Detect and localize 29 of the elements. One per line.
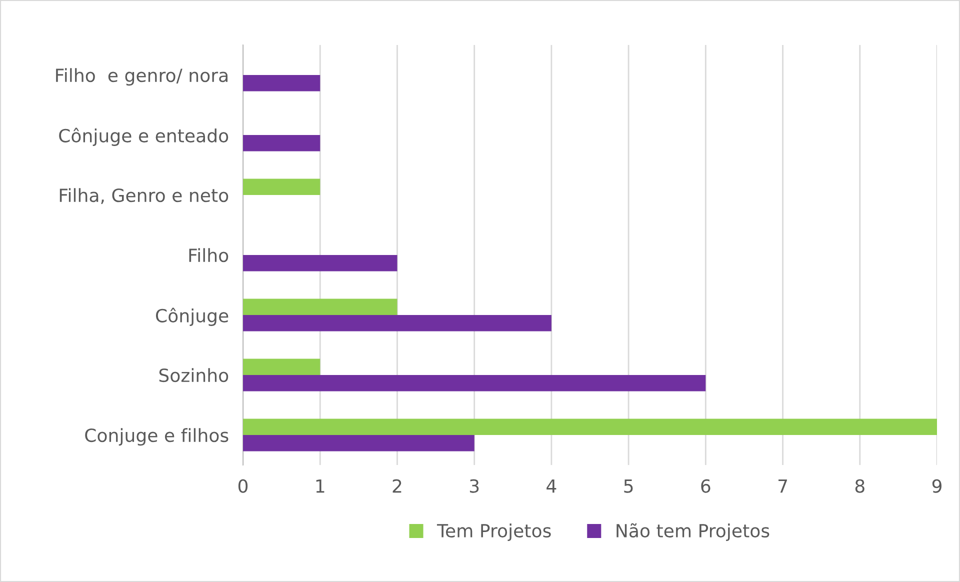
bar	[243, 135, 320, 152]
y-tick-label: Filha, Genro e neto	[60, 188, 228, 204]
bar	[243, 178, 320, 195]
legend-label: Tem Projetos	[436, 524, 551, 542]
x-tick-label: 0	[238, 479, 248, 493]
x-tick-label: 7	[778, 479, 787, 493]
y-tick-label: Cônjuge e enteado	[59, 128, 228, 146]
y-tick-label: Conjuge e filhos	[85, 428, 228, 446]
x-tick-label: 5	[624, 479, 633, 493]
bar	[243, 358, 320, 375]
y-tick-label: Cônjuge	[156, 308, 228, 326]
y-tick-label: Filho e genro/ nora	[56, 68, 228, 86]
bar	[243, 435, 474, 452]
x-tick-label: 3	[470, 479, 479, 493]
legend-label: Não tem Projetos	[616, 523, 770, 542]
x-tick-label: 9	[932, 479, 942, 493]
bar	[243, 298, 398, 315]
bar	[243, 255, 398, 272]
y-tick-label: Filho	[189, 248, 228, 262]
bar	[243, 418, 937, 435]
bar	[243, 315, 552, 332]
y-tick-label: Sozinho	[159, 368, 228, 382]
x-tick-label: 1	[316, 479, 324, 493]
x-tick-label: 4	[546, 479, 556, 493]
x-tick-label: 8	[855, 479, 864, 493]
x-tick-label: 6	[701, 479, 710, 493]
bar	[243, 375, 706, 392]
x-tick-label: 2	[392, 479, 402, 493]
bar	[243, 75, 320, 92]
